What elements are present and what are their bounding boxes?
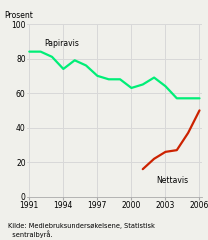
Text: Prosent: Prosent [4, 11, 33, 20]
Text: Nettavis: Nettavis [156, 176, 188, 185]
Text: Kilde: Mediebruksundersøkelsene, Statistisk
  sentralbyrå.: Kilde: Mediebruksundersøkelsene, Statist… [8, 222, 155, 238]
Text: Papiravis: Papiravis [44, 39, 79, 48]
